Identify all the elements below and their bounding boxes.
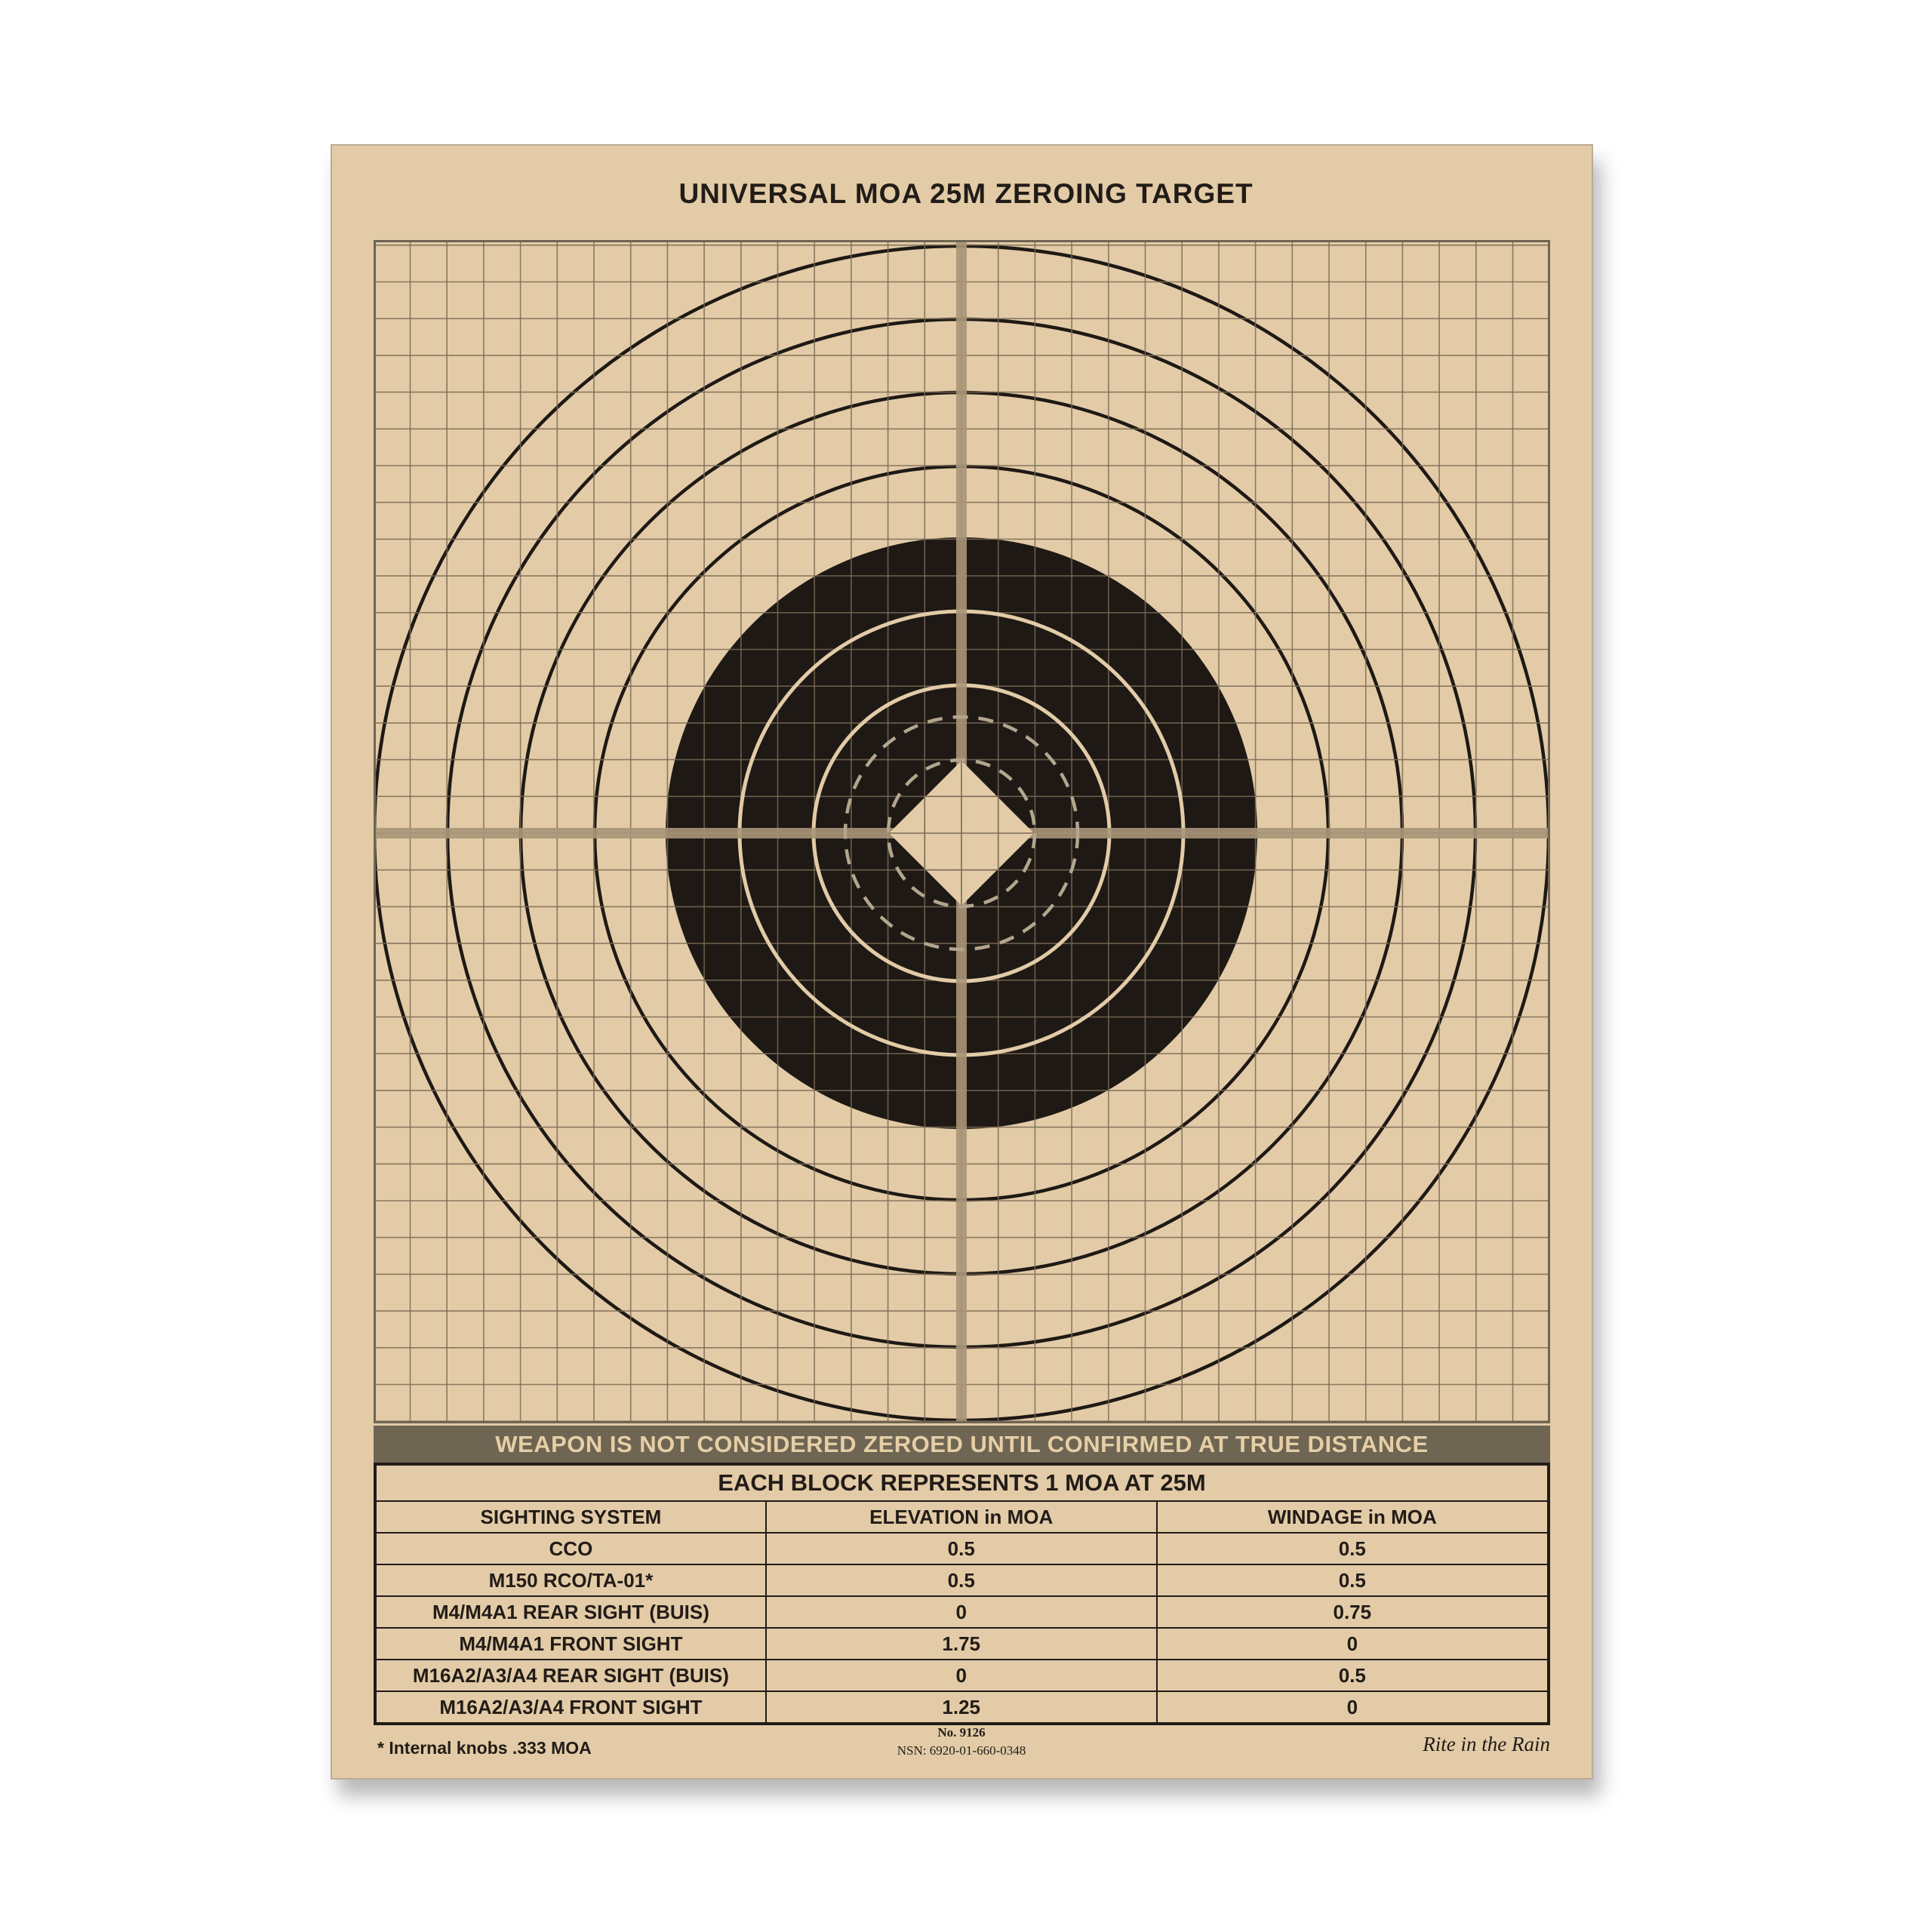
product-number: No. 9126: [937, 1725, 986, 1740]
warning-banner: WEAPON IS NOT CONSIDERED ZEROED UNTIL CO…: [374, 1426, 1550, 1463]
table-cell: M16A2/A3/A4 REAR SIGHT (BUIS): [374, 1659, 767, 1692]
column-header: ELEVATION in MOA: [764, 1500, 1158, 1534]
table-row: M150 RCO/TA-01* 0.5 0.5: [374, 1564, 1550, 1597]
table-cell: 0.5: [1155, 1564, 1550, 1597]
table-cell: M16A2/A3/A4 FRONT SIGHT: [374, 1690, 767, 1724]
table-cell: 0.5: [764, 1532, 1158, 1565]
table-cell: 0: [764, 1659, 1158, 1692]
target-grid: [374, 240, 1550, 1423]
sight-adjustment-table: EACH BLOCK REPRESENTS 1 MOA AT 25M SIGHT…: [374, 1463, 1550, 1725]
dashed-ring: [843, 715, 1080, 952]
table-row: M16A2/A3/A4 FRONT SIGHT 1.25 0: [374, 1690, 1550, 1724]
table-row: M16A2/A3/A4 REAR SIGHT (BUIS) 0 0.5: [374, 1659, 1550, 1692]
table-row: M4/M4A1 REAR SIGHT (BUIS) 0 0.75: [374, 1595, 1550, 1629]
table-cell: CCO: [374, 1532, 767, 1565]
table-cell: 0.5: [1155, 1659, 1550, 1692]
brand-logo: Rite in the Rain: [1423, 1733, 1550, 1755]
grid-border: [374, 240, 1550, 1423]
table-cell: 0.5: [1155, 1532, 1550, 1565]
table-row: M4/M4A1 FRONT SIGHT 1.75 0: [374, 1627, 1550, 1660]
table-cell: 1.25: [764, 1690, 1158, 1724]
column-header: SIGHTING SYSTEM: [374, 1500, 767, 1534]
table-cell: M150 RCO/TA-01*: [374, 1564, 767, 1597]
footnote: * Internal knobs .333 MOA: [377, 1738, 592, 1758]
dashed-ring: [886, 758, 1037, 909]
table-caption: EACH BLOCK REPRESENTS 1 MOA AT 25M: [374, 1463, 1549, 1502]
table-cell: 0: [764, 1595, 1158, 1629]
table-cell: 0: [1155, 1627, 1550, 1660]
table-cell: M4/M4A1 FRONT SIGHT: [374, 1627, 767, 1660]
table-cell: 1.75: [764, 1627, 1158, 1660]
table-cell: 0: [1155, 1690, 1550, 1724]
table-cell: M4/M4A1 REAR SIGHT (BUIS): [374, 1595, 767, 1629]
column-header: WINDAGE in MOA: [1155, 1500, 1550, 1534]
table-row: CCO 0.5 0.5: [374, 1532, 1550, 1565]
nsn-number: NSN: 6920-01-660-0348: [897, 1743, 1026, 1758]
target-title: UNIVERSAL MOA 25M ZEROING TARGET: [678, 178, 1254, 209]
table-cell: 0.75: [1155, 1595, 1550, 1629]
table-cell: 0.5: [764, 1564, 1158, 1597]
